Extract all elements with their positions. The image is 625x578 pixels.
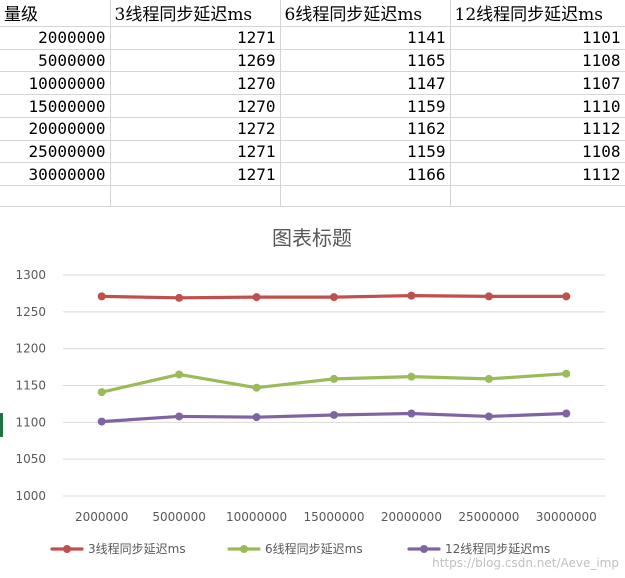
header-cell-magnitude[interactable]: 量级 xyxy=(0,0,111,27)
table-row: 30000000 1271 1166 1112 xyxy=(0,162,625,187)
table-cell[interactable]: 1108 xyxy=(450,49,625,73)
data-point xyxy=(407,291,416,300)
y-tick-label: 1000 xyxy=(15,489,46,503)
data-point xyxy=(407,409,416,418)
table-cell[interactable]: 10000000 xyxy=(0,71,111,96)
table-cell[interactable]: 1159 xyxy=(280,94,451,118)
data-point xyxy=(252,293,261,302)
data-point xyxy=(97,388,106,397)
data-point xyxy=(562,369,571,378)
table-cell[interactable]: 20000000 xyxy=(0,117,111,141)
empty-cell[interactable] xyxy=(280,185,451,207)
table-row: 5000000 1269 1165 1108 xyxy=(0,49,625,73)
table-cell[interactable]: 15000000 xyxy=(0,94,111,118)
data-point xyxy=(484,292,493,301)
y-tick-label: 1300 xyxy=(15,268,46,282)
table-cell[interactable]: 1107 xyxy=(450,71,625,96)
spreadsheet-grid[interactable]: 量级 3线程同步延迟ms 6线程同步延迟ms 12线程同步延迟ms 200000… xyxy=(0,0,625,207)
header-cell-6-thread[interactable]: 6线程同步延迟ms xyxy=(280,0,451,27)
data-point xyxy=(484,374,493,383)
chart-area[interactable]: 图表标题 1000 1050 1100 1150 1200 1250 1300 2000000 5… xyxy=(0,207,625,578)
data-point xyxy=(252,413,261,422)
data-point xyxy=(562,292,571,301)
table-row: 25000000 1271 1159 1108 xyxy=(0,140,625,164)
table-cell[interactable]: 1147 xyxy=(280,71,451,96)
y-tick-label: 1200 xyxy=(15,342,46,356)
table-cell[interactable]: 1271 xyxy=(110,26,281,50)
chart-title: 图表标题 xyxy=(272,226,352,250)
x-tick-label: 10000000 xyxy=(226,510,287,524)
data-point xyxy=(484,412,493,421)
table-cell[interactable]: 1270 xyxy=(110,71,281,96)
data-point xyxy=(330,293,338,302)
table-cell[interactable]: 1271 xyxy=(110,162,281,187)
table-row: 10000000 1270 1147 1107 xyxy=(0,71,625,96)
x-tick-label: 20000000 xyxy=(381,510,442,524)
data-point xyxy=(175,293,184,302)
legend-marker xyxy=(63,545,71,553)
y-tick-label: 1250 xyxy=(15,305,46,319)
empty-row xyxy=(0,185,625,207)
table-cell[interactable]: 1270 xyxy=(110,94,281,118)
x-tick-label: 2000000 xyxy=(75,510,128,524)
x-tick-label: 5000000 xyxy=(152,510,205,524)
header-cell-12-thread[interactable]: 12线程同步延迟ms xyxy=(450,0,625,27)
table-cell[interactable]: 2000000 xyxy=(0,26,111,50)
table-cell[interactable]: 1159 xyxy=(280,140,451,164)
x-tick-label: 30000000 xyxy=(536,510,597,524)
table-cell[interactable]: 1110 xyxy=(450,94,625,118)
data-point xyxy=(97,417,106,426)
table-cell[interactable]: 1165 xyxy=(280,49,451,73)
y-tick-label: 1150 xyxy=(15,379,46,393)
watermark: https://blog.csdn.net/Aeve_imp xyxy=(432,556,619,570)
table-cell[interactable]: 30000000 xyxy=(0,162,111,187)
y-tick-label: 1050 xyxy=(15,452,46,466)
data-point xyxy=(252,383,261,392)
table-cell[interactable]: 1269 xyxy=(110,49,281,73)
data-point xyxy=(175,412,184,421)
table-cell[interactable]: 1112 xyxy=(450,117,625,141)
header-row: 量级 3线程同步延迟ms 6线程同步延迟ms 12线程同步延迟ms xyxy=(0,0,625,27)
table-cell[interactable]: 1108 xyxy=(450,140,625,164)
table-cell[interactable]: 1166 xyxy=(280,162,451,187)
data-point xyxy=(175,370,184,379)
table-cell[interactable]: 1141 xyxy=(280,26,451,50)
data-point xyxy=(330,374,338,383)
empty-cell[interactable] xyxy=(110,185,281,207)
empty-cell[interactable] xyxy=(0,185,111,207)
legend-marker xyxy=(420,545,428,553)
table-row: 20000000 1272 1162 1112 xyxy=(0,117,625,141)
table-cell[interactable]: 1162 xyxy=(280,117,451,141)
table-row: 15000000 1270 1159 1110 xyxy=(0,94,625,118)
data-point xyxy=(97,292,106,301)
legend-marker xyxy=(240,545,248,553)
row-selection-marker xyxy=(0,413,3,437)
y-tick-label: 1100 xyxy=(15,415,46,429)
data-point xyxy=(407,372,416,381)
table-cell[interactable]: 1272 xyxy=(110,117,281,141)
header-cell-3-thread[interactable]: 3线程同步延迟ms xyxy=(110,0,281,27)
legend-label: 12线程同步延迟ms xyxy=(445,541,550,556)
line-chart[interactable]: 图表标题 1000 1050 1100 1150 1200 1250 1300 2000000 5… xyxy=(0,207,625,578)
table-cell[interactable]: 25000000 xyxy=(0,140,111,164)
empty-cell[interactable] xyxy=(450,185,625,207)
data-point xyxy=(330,410,338,419)
data-point xyxy=(562,409,571,418)
x-tick-label: 25000000 xyxy=(458,510,519,524)
legend-label: 6线程同步延迟ms xyxy=(265,541,363,556)
table-row: 2000000 1271 1141 1101 xyxy=(0,26,625,50)
table-cell[interactable]: 1112 xyxy=(450,162,625,187)
legend-label: 3线程同步延迟ms xyxy=(88,541,186,556)
table-cell[interactable]: 1271 xyxy=(110,140,281,164)
x-tick-label: 15000000 xyxy=(303,510,364,524)
table-cell[interactable]: 1101 xyxy=(450,26,625,50)
table-cell[interactable]: 5000000 xyxy=(0,49,111,73)
